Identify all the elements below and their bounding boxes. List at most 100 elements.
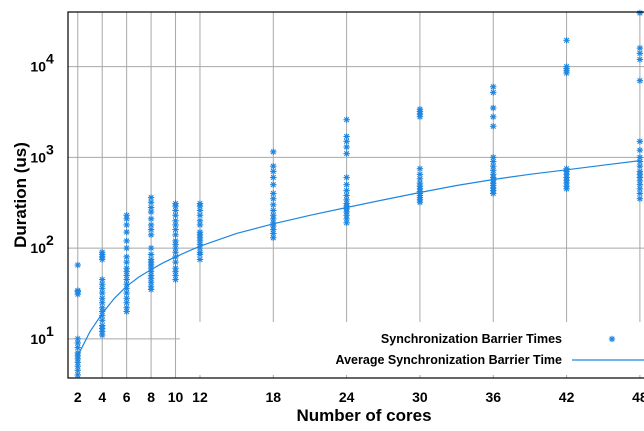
legend-marker-scatter [608, 335, 616, 343]
legend-marker-star [608, 335, 616, 343]
data-point-8-cores-19 [147, 194, 155, 201]
legend-background [180, 322, 644, 375]
data-point-18-cores-10 [270, 190, 277, 197]
data-point-48-cores-13 [636, 77, 644, 84]
legend: Synchronization Barrier Times Average Sy… [180, 322, 644, 375]
x-tick-label-6: 6 [123, 389, 131, 405]
data-point-48-cores-17 [636, 9, 644, 17]
data-point-2-cores-9 [74, 335, 81, 343]
data-point-42-cores-7 [563, 165, 570, 172]
data-point-4-cores-4 [99, 317, 106, 324]
data-point-18-cores-8 [270, 201, 277, 208]
data-point-24-cores-10 [343, 181, 350, 188]
data-point-24-cores-0 [343, 219, 350, 226]
x-tick-label-2: 2 [74, 389, 82, 405]
data-point-30-cores-10 [416, 171, 424, 178]
data-point-8-cores-11 [147, 244, 155, 252]
y-tick-exponent-100: 2 [46, 232, 54, 248]
data-point-18-cores-11 [270, 181, 277, 188]
data-point-18-cores-14 [270, 162, 277, 170]
x-axis-label: Number of cores [296, 406, 431, 425]
data-point-8-cores-14 [147, 221, 155, 229]
x-tick-label-18: 18 [266, 389, 282, 405]
data-point-8-cores-10 [147, 251, 155, 258]
data-point-48-cores-2 [636, 185, 644, 193]
data-point-18-cores-0 [270, 234, 277, 241]
x-tick-label-36: 36 [485, 389, 501, 405]
data-point-42-cores-11 [563, 63, 570, 70]
x-tick-label-8: 8 [147, 389, 155, 405]
data-point-10-cores-17 [172, 200, 179, 207]
average-line [77, 160, 640, 357]
x-tick-label-4: 4 [98, 389, 106, 405]
data-point-2-cores-0 [74, 371, 81, 379]
x-tick-label-24: 24 [339, 389, 355, 405]
x-tick-labels: 2 4 6 8 10 12 18 24 30 36 42 48 [74, 389, 644, 405]
data-point-24-cores-12 [343, 150, 350, 157]
data-point-48-cores-7 [636, 168, 644, 175]
data-point-6-cores-16 [123, 221, 130, 229]
data-point-10-cores-3 [172, 265, 179, 272]
data-point-30-cores-9 [416, 175, 424, 183]
data-point-8-cores-17 [147, 204, 155, 211]
data-point-48-cores-14 [636, 56, 644, 63]
data-point-24-cores-16 [343, 116, 350, 123]
data-point-36-cores-12 [490, 123, 497, 130]
data-point-36-cores-15 [490, 89, 497, 96]
data-point-6-cores-4 [123, 289, 130, 297]
data-point-6-cores-14 [123, 237, 130, 245]
y-axis-label: Duration (us) [11, 142, 30, 248]
data-point-4-cores-17 [99, 249, 106, 256]
plot-frame [67, 11, 644, 379]
data-point-6-cores-18 [123, 212, 130, 219]
data-point-36-cores-11 [490, 154, 497, 161]
data-point-18-cores-7 [270, 207, 277, 214]
data-point-24-cores-15 [343, 133, 350, 140]
data-point-36-cores-16 [490, 83, 497, 90]
legend-label-scatter: Synchronization Barrier Times [381, 332, 562, 346]
data-point-6-cores-1 [123, 304, 130, 311]
x-tick-label-12: 12 [192, 389, 208, 405]
data-point-12-cores-8 [196, 228, 204, 236]
data-point-8-cores-15 [147, 215, 155, 223]
data-point-4-cores-9 [99, 295, 106, 302]
data-point-48-cores-16 [636, 44, 644, 52]
y-tick-label-100: 10 [30, 240, 46, 256]
data-point-48-cores-8 [636, 162, 644, 170]
data-point-12-cores-10 [196, 217, 204, 224]
data-point-24-cores-13 [343, 143, 350, 151]
data-point-6-cores-15 [123, 228, 130, 236]
x-tick-label-30: 30 [412, 389, 428, 405]
data-point-48-cores-11 [636, 146, 644, 154]
y-tick-exponent-10000: 4 [46, 51, 54, 67]
data-point-24-cores-11 [343, 174, 350, 181]
data-point-6-cores-3 [123, 295, 130, 302]
data-point-10-cores-6 [172, 249, 179, 256]
y-tick-label-10000: 10 [30, 59, 46, 75]
y-tick-label-1000: 10 [30, 149, 46, 165]
data-point-12-cores-14 [196, 200, 204, 207]
data-point-10-cores-14 [172, 212, 179, 219]
y-tick-exponent-10: 1 [46, 323, 54, 339]
marks-layer [74, 9, 644, 379]
data-point-42-cores-12 [563, 37, 570, 44]
y-tick-exponent-1000: 3 [46, 141, 54, 157]
data-point-10-cores-13 [172, 217, 179, 224]
data-point-48-cores-12 [636, 138, 644, 145]
x-tick-label-10: 10 [168, 389, 184, 405]
data-point-2-cores-12 [74, 287, 81, 294]
data-point-18-cores-12 [270, 174, 277, 181]
x-tick-label-48: 48 [632, 389, 644, 405]
data-point-30-cores-11 [416, 165, 424, 172]
data-point-36-cores-14 [490, 104, 497, 112]
data-point-6-cores-10 [123, 265, 130, 272]
data-point-48-cores-10 [636, 154, 644, 161]
x-tick-label-42: 42 [559, 389, 575, 405]
data-point-24-cores-9 [343, 187, 350, 194]
data-point-4-cores-3 [99, 322, 106, 329]
data-point-2-cores-13 [74, 261, 81, 269]
data-point-10-cores-10 [172, 231, 179, 239]
data-point-4-cores-8 [99, 299, 106, 306]
